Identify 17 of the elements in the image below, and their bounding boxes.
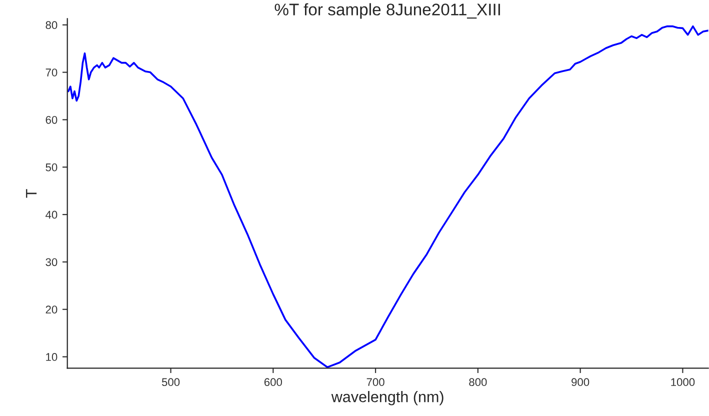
x-tick-label: 1000 — [671, 378, 695, 386]
x-tick-label: 500 — [162, 378, 180, 386]
y-tick-label: 60 — [46, 116, 58, 124]
chart-title: %T for sample 8June2011_XIII — [274, 3, 500, 19]
y-tick-label: 50 — [46, 163, 58, 172]
x-tick-label: 800 — [469, 378, 487, 386]
x-tick-label: 700 — [366, 378, 384, 386]
x-tick-label: 600 — [264, 378, 282, 386]
y-tick-label: 10 — [46, 353, 58, 361]
y-axis-title: T — [26, 189, 37, 198]
y-tick-label: 30 — [46, 258, 58, 266]
y-tick-label: 20 — [46, 306, 58, 314]
x-axis-title: wavelength (nm) — [331, 391, 444, 406]
y-tick-label: 40 — [46, 210, 58, 219]
y-tick-label: 70 — [46, 68, 58, 76]
x-tick-label: 900 — [572, 378, 590, 386]
y-tick-label: 80 — [46, 21, 58, 30]
